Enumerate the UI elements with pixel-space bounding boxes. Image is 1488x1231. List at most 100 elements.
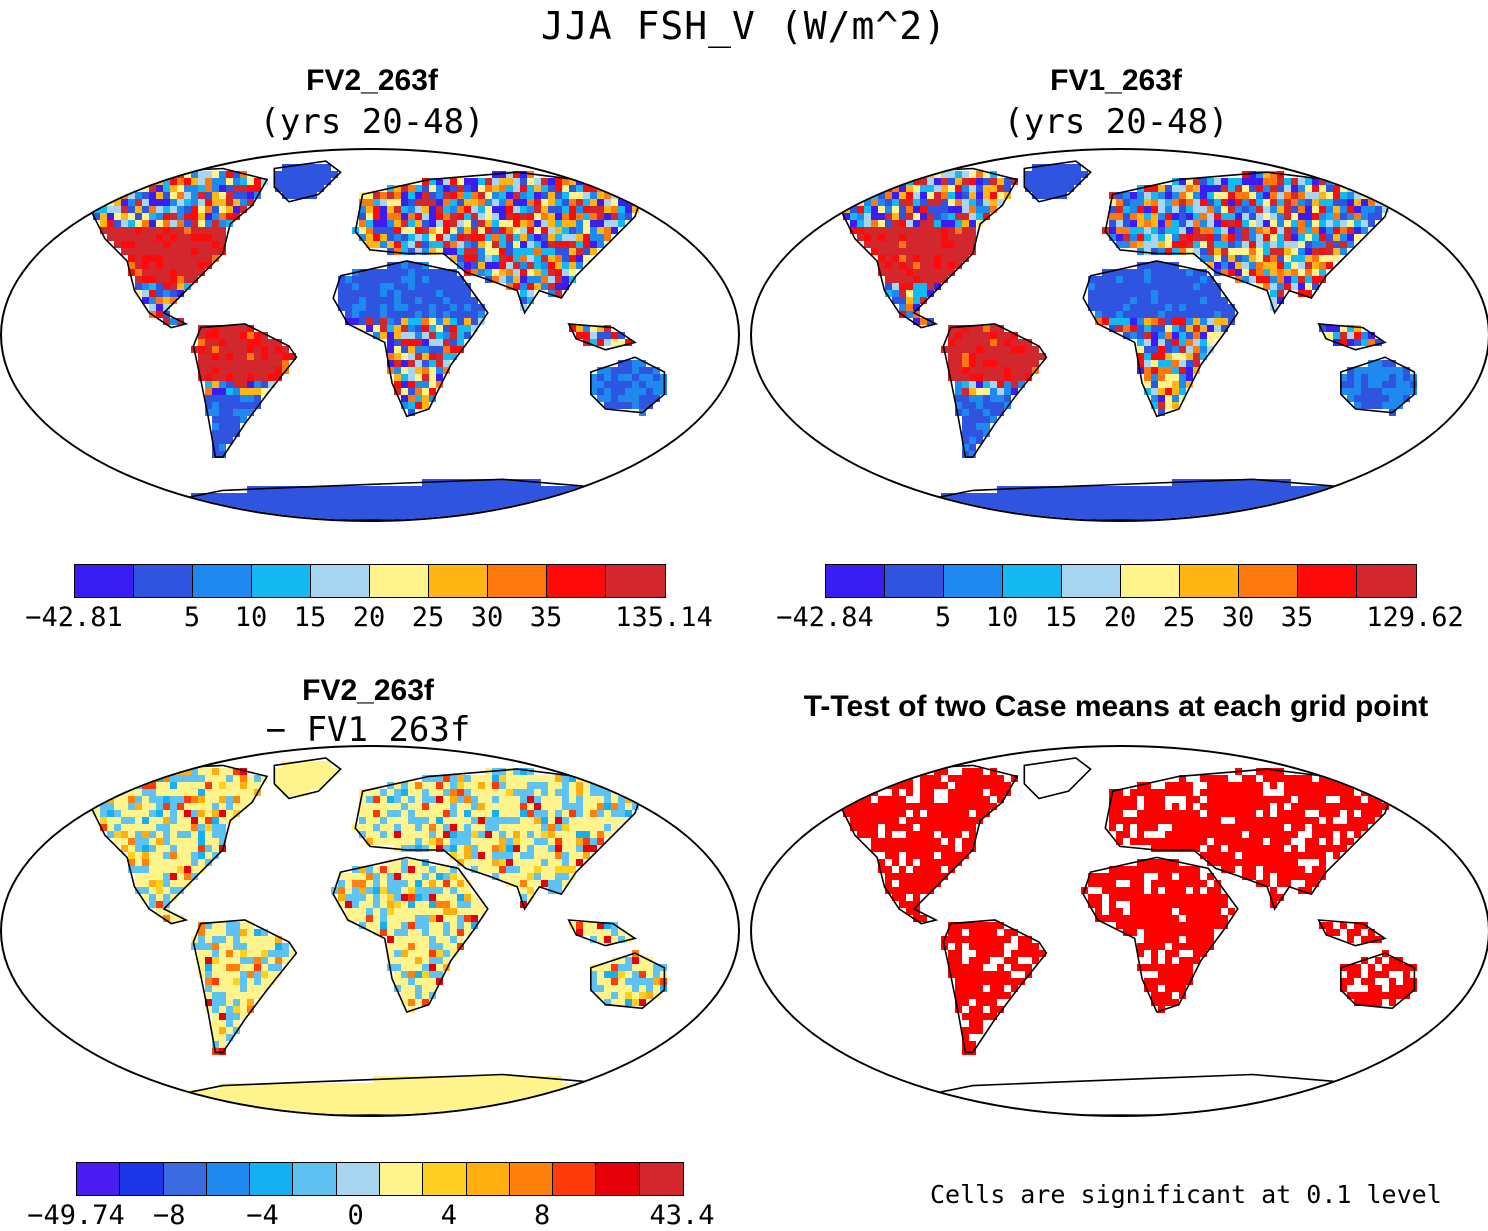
colorbar-swatch: [1180, 565, 1239, 597]
colorbar-tick-label: 35: [1280, 602, 1314, 633]
colorbar-tick-label: 10: [985, 602, 1019, 633]
coastline-indonesia: [567, 322, 637, 351]
map-panel-3: [0, 745, 740, 1117]
colorbar-swatch: [1121, 565, 1180, 597]
coastline-eurasia: [1104, 768, 1394, 911]
figure-title: JJA FSH_V (W/m^2): [541, 4, 947, 48]
colorbar-tick-label: 15: [1044, 602, 1078, 633]
colorbar-panel-3: [76, 1162, 684, 1196]
coastline-africa: [1082, 856, 1239, 1013]
coastline-greenland: [1023, 160, 1092, 203]
coastline-greenland: [1023, 757, 1092, 800]
colorbar-swatch: [120, 1163, 164, 1195]
coastline-namerica: [839, 167, 1019, 329]
colorbar-swatch: [134, 565, 193, 597]
map-panel-4: [750, 745, 1488, 1117]
colorbar-swatch: [336, 1163, 380, 1195]
colorbar-swatch: [466, 1163, 510, 1195]
colorbar-swatch: [77, 1163, 121, 1195]
coastline-greenland: [273, 160, 342, 203]
colorbar-panel-3-labels: −49.74 −8 −4 0 4 8 43.4: [27, 1200, 714, 1231]
colorbar-tick-label: 5: [183, 602, 201, 633]
coastline-africa: [1082, 260, 1239, 418]
colorbar-tick-label: 15: [293, 602, 327, 633]
colorbar-swatch: [1003, 565, 1062, 597]
colorbar-tick-label: 5: [934, 602, 952, 633]
coastline-australia: [1339, 952, 1416, 1010]
colorbar-swatch: [606, 565, 665, 597]
panel-2-subtitle: (yrs 20-48): [1003, 102, 1229, 142]
colorbar-tick-label: 20: [1103, 602, 1137, 633]
coastline-indonesia: [1317, 919, 1387, 947]
colorbar-swatch: [293, 1163, 337, 1195]
panel-1-subtitle: (yrs 20-48): [259, 102, 485, 142]
coastline-africa: [332, 260, 489, 418]
colorbar-swatch: [193, 565, 252, 597]
colorbar-swatch: [547, 565, 606, 597]
colorbar-swatch: [163, 1163, 207, 1195]
coastline-samerica: [192, 919, 298, 1054]
colorbar-panel-1: [74, 564, 666, 598]
colorbar-swatch: [509, 1163, 554, 1195]
map-panel-2: [750, 148, 1488, 522]
colorbar-tick-label: 135.14: [615, 602, 713, 633]
colorbar-swatch: [379, 1163, 424, 1195]
coastline-antarctica: [896, 1073, 1388, 1115]
panel-2-title: FV1_263f: [1050, 64, 1182, 97]
colorbar-tick-label: −49.74: [27, 1200, 125, 1231]
coastline-eurasia: [354, 171, 644, 315]
colorbar-tick-label: 35: [529, 602, 563, 633]
colorbar-swatch: [639, 1163, 683, 1195]
significance-note: Cells are significant at 0.1 level: [930, 1180, 1442, 1209]
coastline-samerica: [942, 323, 1048, 458]
colorbar-tick-label: 20: [352, 602, 386, 633]
coastline-antarctica: [896, 478, 1388, 520]
colorbar-tick-label: 30: [1221, 602, 1255, 633]
colorbar-tick-label: 10: [234, 602, 268, 633]
colorbar-swatch: [429, 565, 488, 597]
coastline-indonesia: [1317, 322, 1387, 351]
colorbar-panel-2: [825, 564, 1417, 598]
map-panel-1: [0, 148, 740, 522]
coastline-samerica: [942, 919, 1048, 1054]
colorbar-tick-label: 0: [347, 1200, 364, 1231]
coastline-indonesia: [567, 919, 637, 947]
colorbar-swatch: [944, 565, 1003, 597]
panel-4-title: T-Test of two Case means at each grid po…: [803, 690, 1429, 723]
colorbar-swatch: [596, 1163, 640, 1195]
colorbar-tick-label: −42.81: [25, 602, 123, 633]
colorbar-swatch: [423, 1163, 467, 1195]
colorbar-swatch: [252, 565, 311, 597]
colorbar-tick-label: −4: [246, 1200, 279, 1231]
coastline-australia: [589, 952, 666, 1010]
panel-1-title: FV2_263f: [306, 64, 438, 97]
coastline-australia: [1339, 356, 1416, 414]
colorbar-tick-label: −8: [152, 1200, 186, 1231]
colorbar-swatch: [1357, 565, 1416, 597]
colorbar-swatch: [370, 565, 429, 597]
colorbar-swatch: [1239, 565, 1298, 597]
colorbar-tick-label: 30: [470, 602, 504, 633]
coastline-antarctica: [146, 478, 638, 520]
colorbar-tick-label: 129.62: [1366, 602, 1464, 633]
colorbar-panel-2-labels: −42.84 5 10 15 20 25 30 35 129.62: [776, 602, 1464, 636]
coastline-eurasia: [354, 768, 644, 911]
colorbar-swatch: [311, 565, 370, 597]
coastline-africa: [332, 856, 489, 1013]
colorbar-swatch: [553, 1163, 597, 1195]
colorbar-tick-label: 25: [1162, 602, 1196, 633]
colorbar-swatch: [206, 1163, 251, 1195]
coastline-greenland: [273, 757, 342, 800]
coastline-namerica: [839, 764, 1019, 925]
colorbar-swatch: [826, 565, 885, 597]
coastline-namerica: [89, 167, 269, 329]
coastline-eurasia: [1104, 171, 1394, 315]
coastline-australia: [589, 356, 666, 414]
colorbar-swatch: [75, 565, 134, 597]
coastline-antarctica: [146, 1073, 638, 1115]
colorbar-tick-label: 4: [440, 1200, 458, 1231]
colorbar-swatch: [488, 565, 547, 597]
colorbar-swatch: [250, 1163, 294, 1195]
colorbar-swatch: [1062, 565, 1121, 597]
colorbar-tick-label: 8: [534, 1200, 551, 1231]
